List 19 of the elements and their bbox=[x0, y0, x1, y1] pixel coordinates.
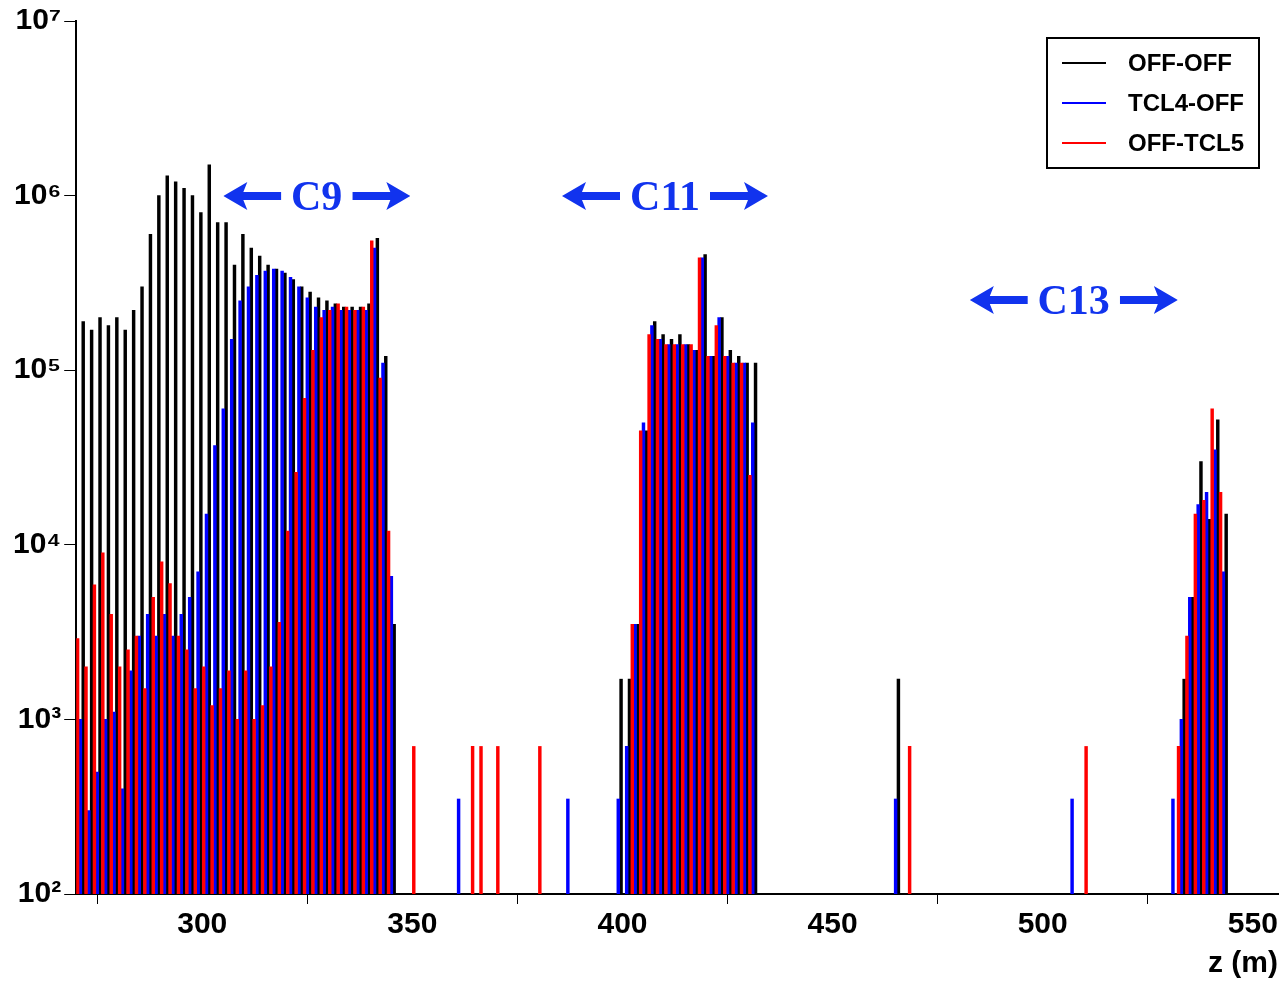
y-tick-label: 10⁵ bbox=[13, 351, 62, 385]
annotation: C13 bbox=[1037, 276, 1110, 325]
y-tick-label: 10⁶ bbox=[14, 176, 62, 210]
x-tick-label: 500 bbox=[1017, 906, 1068, 940]
legend-label: OFF-TCL5 bbox=[1128, 129, 1244, 157]
y-tick-label: 10⁴ bbox=[12, 526, 62, 560]
x-axis-title: z (m) bbox=[1208, 945, 1278, 979]
x-tick-label: 550 bbox=[1227, 906, 1278, 940]
legend-label: TCL4-OFF bbox=[1128, 89, 1244, 117]
y-tick-label: 10² bbox=[17, 875, 62, 909]
x-tick-label: 350 bbox=[387, 906, 438, 940]
annotation: C9 bbox=[290, 171, 343, 220]
y-tick-label: 10³ bbox=[17, 700, 62, 734]
annotation: C11 bbox=[630, 171, 701, 220]
x-tick-label: 300 bbox=[177, 906, 228, 940]
legend-label: OFF-OFF bbox=[1128, 49, 1232, 77]
x-tick-label: 450 bbox=[807, 906, 858, 940]
y-tick-label: 10⁷ bbox=[15, 2, 62, 36]
x-tick-label: 400 bbox=[597, 906, 648, 940]
